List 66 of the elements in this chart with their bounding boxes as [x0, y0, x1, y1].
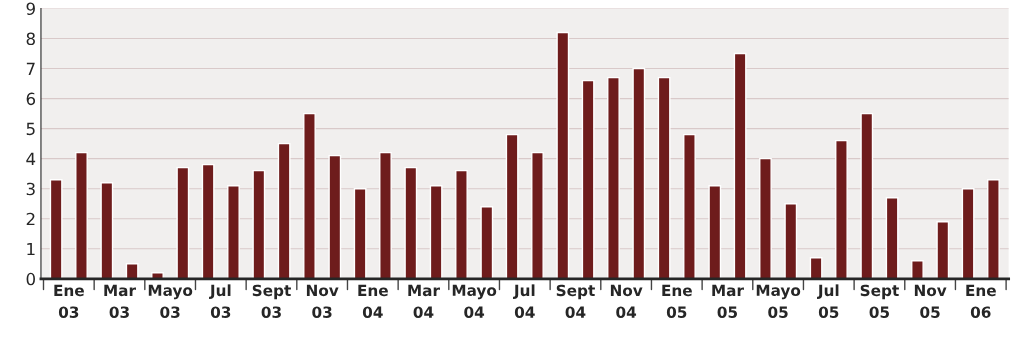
bar [328, 154, 342, 279]
bar [784, 203, 798, 279]
x-tick-label: Sept 04 [556, 284, 595, 318]
y-tick-label: 8 [26, 32, 35, 46]
x-tick-label: Mayo 05 [756, 284, 801, 318]
x-tick-label: Nov 04 [610, 284, 643, 318]
x-tick-label: Ene 04 [358, 284, 388, 318]
bar [607, 76, 620, 279]
bar [911, 260, 924, 279]
bar [379, 151, 392, 279]
x-tick-label: Nov 05 [914, 284, 947, 318]
bar [49, 178, 63, 279]
x-tick-label: Ene 03 [54, 284, 84, 318]
bar [252, 169, 266, 279]
bar [581, 79, 595, 279]
y-tick-label: 5 [26, 122, 35, 136]
bar [404, 166, 418, 279]
bar [936, 221, 950, 279]
x-tick-label: Ene 05 [662, 284, 692, 318]
bar [125, 263, 139, 279]
x-tick-label: Mar 05 [712, 284, 744, 318]
bar [480, 206, 494, 279]
bar [75, 151, 88, 279]
bar [835, 139, 848, 279]
x-tick-label: Mar 04 [408, 284, 440, 318]
x-tick-label: Jul 05 [817, 284, 839, 318]
y-tick-label: 0 [26, 272, 35, 286]
bar [961, 188, 975, 279]
bar [632, 67, 646, 279]
bar [860, 112, 874, 279]
x-tick-label: Mar 03 [104, 284, 136, 318]
bar [657, 76, 671, 279]
x-tick-label: Mayo 03 [148, 284, 193, 318]
bar [429, 185, 443, 279]
y-tick-label: 9 [26, 2, 35, 16]
y-tick-label: 3 [26, 182, 35, 196]
x-tick-label: Mayo 04 [452, 284, 497, 318]
x-tick-label: Jul 03 [209, 284, 231, 318]
y-tick-label: 7 [26, 62, 35, 75]
bar [505, 133, 519, 279]
x-tick-label: Sept 03 [252, 284, 291, 318]
bar [809, 257, 823, 279]
bar [455, 169, 468, 279]
bar [201, 163, 215, 279]
bar [100, 181, 114, 279]
bar [303, 112, 316, 279]
x-tick-label: Jul 04 [513, 284, 535, 318]
y-tick-label: 4 [26, 152, 36, 165]
y-tick-label: 1 [27, 242, 35, 256]
y-tick-label: 6 [26, 92, 36, 106]
bar [733, 52, 747, 279]
bar [353, 188, 367, 279]
y-tick-label: 2 [26, 212, 35, 226]
bar [708, 185, 722, 279]
bar [227, 185, 240, 279]
x-tick-label: Sept 05 [860, 284, 899, 318]
bar [885, 197, 899, 279]
x-tick-label: Ene 06 [966, 284, 996, 318]
bar [556, 31, 570, 279]
x-tick-label: Nov 03 [306, 284, 339, 318]
bar [683, 133, 696, 279]
bar [987, 178, 1000, 279]
bar [759, 157, 772, 279]
bar [277, 142, 291, 279]
bar [176, 166, 190, 279]
bar [531, 151, 544, 279]
